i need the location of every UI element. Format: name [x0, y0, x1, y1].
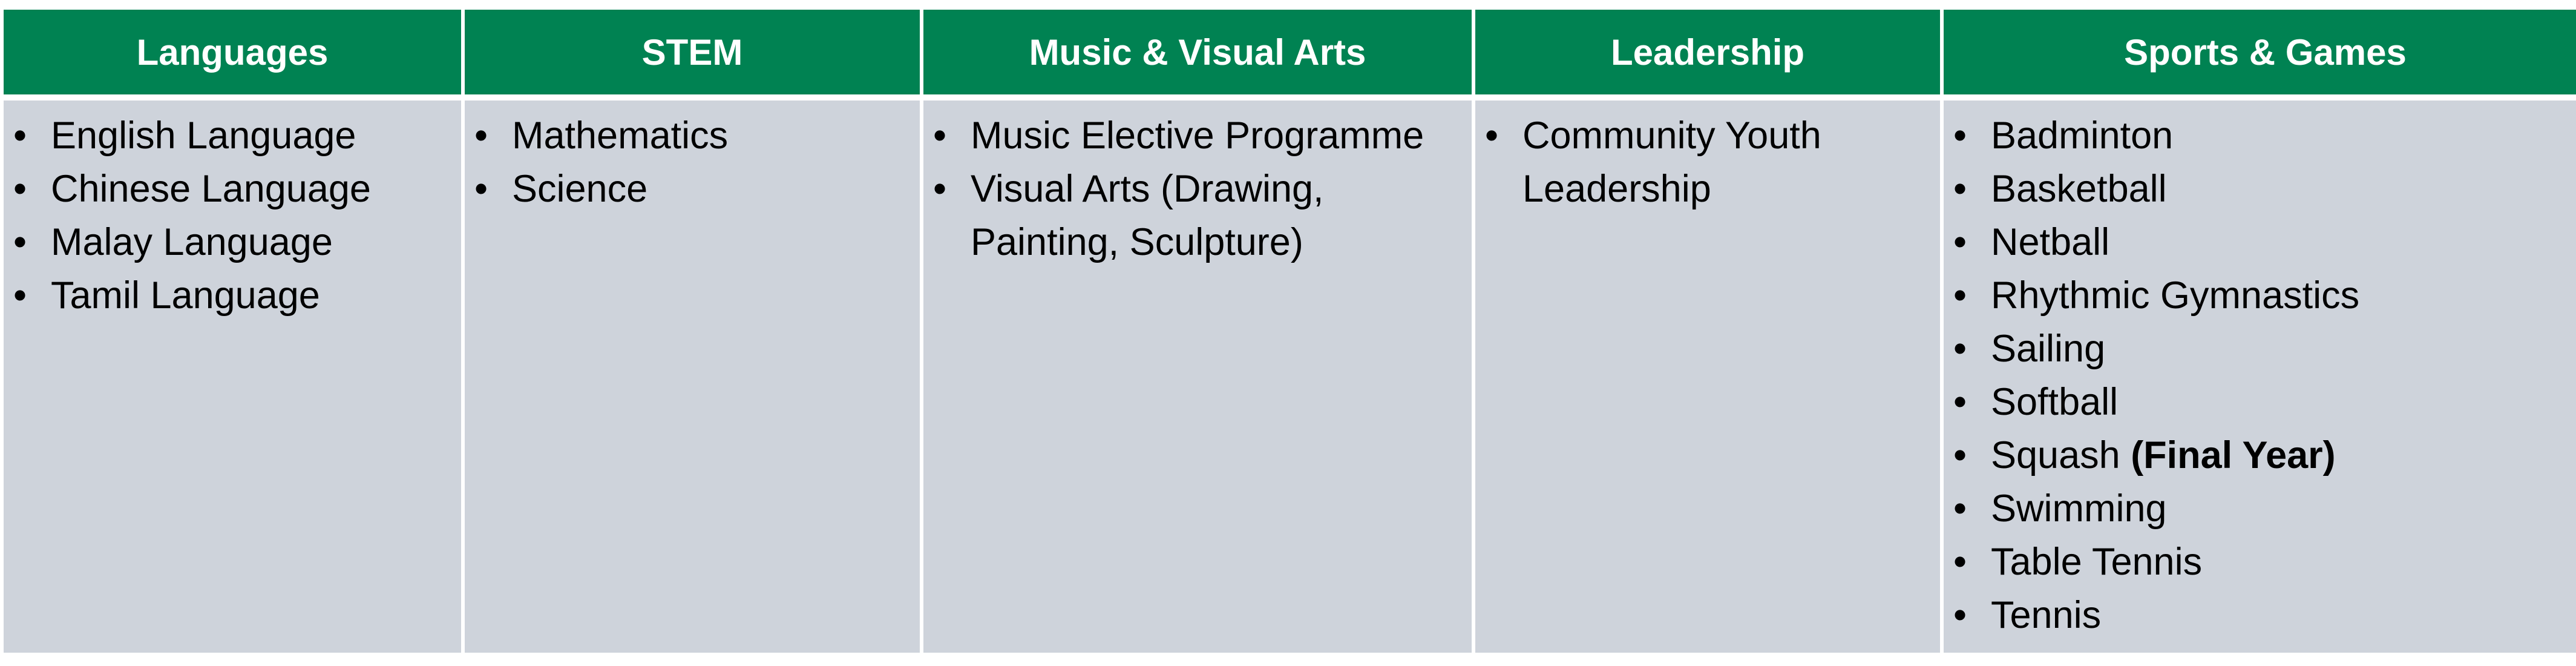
- bullet-icon: •: [1953, 168, 1967, 210]
- music-visual-arts-cell: • Music Elective Programme • Visual Arts (…: [923, 101, 1472, 653]
- list-item: • Visual Arts (Drawing, Painting, Sculptu…: [923, 162, 1472, 269]
- list-item: • Squash (Final Year): [1944, 429, 2576, 482]
- final-year-note: (Final Year): [2131, 434, 2336, 476]
- list-item: • Science: [465, 162, 920, 216]
- list-item: • Music Elective Programme: [923, 109, 1472, 162]
- list-item: • Chinese Language: [4, 162, 461, 216]
- header-sports-games: Sports & Games: [1944, 10, 2576, 94]
- bullet-icon: •: [933, 168, 947, 210]
- list-item: • Basketball: [1944, 162, 2576, 216]
- header-leadership: Leadership: [1475, 10, 1940, 94]
- list-item: • Netball: [1944, 216, 2576, 269]
- list-item: • Badminton: [1944, 109, 2576, 162]
- list-item: • Malay Language: [4, 216, 461, 269]
- languages-cell: • English Language • Chinese Language • Mal…: [4, 101, 461, 653]
- header-stem: STEM: [465, 10, 920, 94]
- bullet-icon: •: [1485, 114, 1499, 157]
- list-item: • Community Youth Leadership: [1475, 109, 1940, 216]
- list-item: • Sailing: [1944, 322, 2576, 375]
- header-languages: Languages: [4, 10, 461, 94]
- music-visual-arts-list: • Music Elective Programme • Visual Arts (…: [923, 109, 1472, 269]
- bullet-icon: •: [13, 221, 27, 263]
- stem-cell: • Mathematics • Science: [465, 101, 920, 653]
- bullet-icon: •: [1953, 114, 1967, 157]
- bullet-icon: •: [933, 114, 947, 157]
- bullet-icon: •: [1953, 434, 1967, 476]
- bullet-icon: •: [1953, 328, 1967, 370]
- bullet-icon: •: [1953, 221, 1967, 263]
- list-item: • Mathematics: [465, 109, 920, 162]
- stem-list: • Mathematics • Science: [465, 109, 920, 216]
- bullet-icon: •: [1953, 487, 1967, 530]
- list-item: • Rhythmic Gymnastics: [1944, 269, 2576, 322]
- header-music-visual-arts: Music & Visual Arts: [923, 10, 1472, 94]
- bullet-icon: •: [13, 168, 27, 210]
- bullet-icon: •: [13, 274, 27, 317]
- programme-table: Languages STEM Music & Visual Arts Leade…: [4, 10, 2576, 653]
- list-item: • English Language: [4, 109, 461, 162]
- bullet-icon: •: [1953, 381, 1967, 423]
- bullet-icon: •: [1953, 541, 1967, 583]
- list-item: • Softball: [1944, 375, 2576, 429]
- sports-games-list: • Badminton • Basketball • Netball • Rhythmi…: [1944, 109, 2576, 642]
- list-item: • Tamil Language: [4, 269, 461, 322]
- bullet-icon: •: [474, 114, 488, 157]
- list-item: • Table Tennis: [1944, 535, 2576, 589]
- list-item: • Tennis: [1944, 589, 2576, 642]
- languages-list: • English Language • Chinese Language • Mal…: [4, 109, 461, 322]
- leadership-cell: • Community Youth Leadership: [1475, 101, 1940, 653]
- bullet-icon: •: [1953, 274, 1967, 317]
- bullet-icon: •: [13, 114, 27, 157]
- sports-games-cell: • Badminton • Basketball • Netball • Rhythmi…: [1944, 101, 2576, 653]
- bullet-icon: •: [1953, 594, 1967, 636]
- leadership-list: • Community Youth Leadership: [1475, 109, 1940, 216]
- bullet-icon: •: [474, 168, 488, 210]
- list-item: • Swimming: [1944, 482, 2576, 535]
